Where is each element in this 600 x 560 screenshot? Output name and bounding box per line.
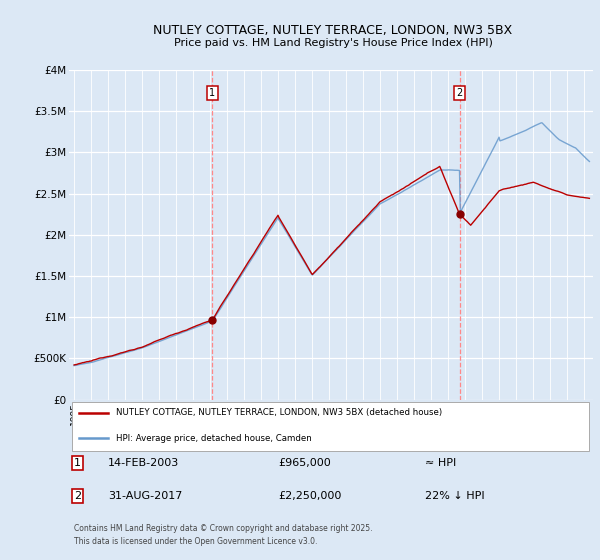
Text: £965,000: £965,000 — [278, 458, 331, 468]
Text: 2: 2 — [457, 88, 463, 98]
Text: NUTLEY COTTAGE, NUTLEY TERRACE, LONDON, NW3 5BX (detached house): NUTLEY COTTAGE, NUTLEY TERRACE, LONDON, … — [116, 408, 442, 418]
Text: 22% ↓ HPI: 22% ↓ HPI — [425, 491, 485, 501]
Text: 31-AUG-2017: 31-AUG-2017 — [108, 491, 182, 501]
Text: NUTLEY COTTAGE, NUTLEY TERRACE, LONDON, NW3 5BX: NUTLEY COTTAGE, NUTLEY TERRACE, LONDON, … — [154, 24, 512, 36]
Text: 2: 2 — [74, 491, 82, 501]
FancyBboxPatch shape — [71, 402, 589, 451]
Text: £2,250,000: £2,250,000 — [278, 491, 342, 501]
Text: 1: 1 — [74, 458, 81, 468]
Text: Contains HM Land Registry data © Crown copyright and database right 2025.
This d: Contains HM Land Registry data © Crown c… — [74, 524, 373, 545]
Text: Price paid vs. HM Land Registry's House Price Index (HPI): Price paid vs. HM Land Registry's House … — [173, 38, 493, 48]
Text: 1: 1 — [209, 88, 215, 98]
Text: ≈ HPI: ≈ HPI — [425, 458, 457, 468]
Text: HPI: Average price, detached house, Camden: HPI: Average price, detached house, Camd… — [116, 434, 312, 443]
Text: 14-FEB-2003: 14-FEB-2003 — [108, 458, 179, 468]
